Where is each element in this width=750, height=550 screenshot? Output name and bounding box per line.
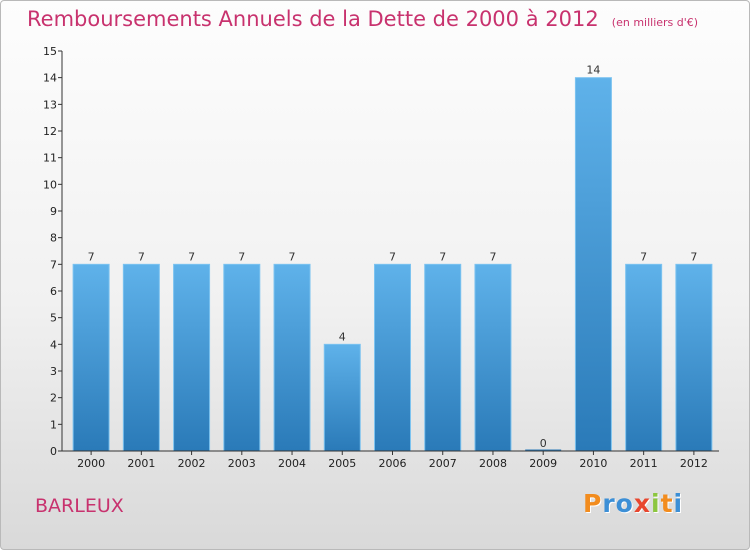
- y-tick-label: 13: [43, 98, 57, 111]
- logo-letter: i: [651, 489, 661, 518]
- y-tick-label: 11: [43, 152, 57, 165]
- bar-2008: [474, 263, 512, 452]
- data-label-2007: 7: [439, 250, 446, 263]
- data-label-2010: 14: [586, 64, 600, 77]
- proxiti-logo: Proxiti: [583, 489, 683, 518]
- data-label-2003: 7: [238, 250, 245, 263]
- logo-letter: i: [673, 489, 684, 518]
- data-label-2001: 7: [138, 250, 145, 263]
- bar-2010: [574, 77, 612, 452]
- logo-letter: t: [660, 489, 674, 518]
- data-label-2000: 7: [88, 250, 95, 263]
- bar-2004: [273, 263, 311, 452]
- bar-2006: [374, 263, 411, 452]
- logo-letter: o: [615, 489, 634, 518]
- y-tick-label: 7: [50, 258, 57, 271]
- x-tick-label-2002: 2002: [178, 457, 206, 470]
- y-tick-label: 9: [50, 205, 57, 218]
- data-label-2011: 7: [640, 250, 647, 263]
- y-tick-label: 1: [50, 418, 57, 431]
- x-tick-label-2008: 2008: [479, 457, 507, 470]
- chart-unit: (en milliers d'€): [611, 16, 699, 29]
- y-tick-label: 3: [50, 365, 57, 378]
- logo-letter: r: [602, 489, 616, 518]
- y-tick-label: 0: [50, 445, 57, 458]
- x-tick-label-2000: 2000: [77, 457, 105, 470]
- chart-title-block: Remboursements Annuels de la Dette de 20…: [27, 7, 698, 31]
- bar-2012: [675, 263, 713, 452]
- data-label-2009: 0: [540, 437, 547, 450]
- y-tick-label: 12: [43, 125, 57, 138]
- x-tick-label-2005: 2005: [328, 457, 356, 470]
- y-tick-label: 8: [50, 232, 57, 245]
- data-label-2004: 7: [289, 250, 296, 263]
- data-label-2006: 7: [389, 250, 396, 263]
- x-tick-label-2010: 2010: [579, 457, 607, 470]
- x-tick-label-2003: 2003: [228, 457, 256, 470]
- bar-2000: [72, 263, 110, 452]
- bar-2011: [625, 263, 663, 452]
- logo-letter: P: [583, 489, 603, 518]
- y-tick-label: 10: [43, 178, 57, 191]
- y-tick-label: 5: [50, 312, 57, 325]
- logo-letter: x: [633, 489, 651, 518]
- y-tick-label: 15: [43, 45, 57, 58]
- bars: 7 7 7 7 7 4 7 7 7 0 14 7 7: [72, 64, 713, 452]
- commune-name: BARLEUX: [35, 495, 124, 517]
- bar-2007: [424, 263, 462, 452]
- x-tick-label-2001: 2001: [127, 457, 155, 470]
- x-tick-label-2004: 2004: [278, 457, 306, 470]
- y-tick-label: 4: [50, 338, 57, 351]
- data-label-2005: 4: [339, 330, 346, 343]
- x-tick-label-2006: 2006: [379, 457, 407, 470]
- bar-2001: [122, 263, 160, 452]
- y-tick-label: 14: [43, 72, 57, 85]
- x-tick-label-2007: 2007: [429, 457, 457, 470]
- data-label-2012: 7: [690, 250, 697, 263]
- bar-2005: [323, 343, 361, 452]
- y-tick-label: 2: [50, 392, 57, 405]
- x-tick-label-2011: 2011: [630, 457, 658, 470]
- y-tick-label: 6: [50, 285, 57, 298]
- data-label-2008: 7: [489, 250, 496, 263]
- x-tick-label-2012: 2012: [680, 457, 708, 470]
- x-tick-label-2009: 2009: [529, 457, 557, 470]
- bar-2003: [223, 263, 261, 452]
- x-axis: 2000 2001 2002 2003 2004 2005 2006 2007 2008 2009…: [62, 450, 719, 470]
- bar-2002: [173, 263, 211, 452]
- data-label-2002: 7: [188, 250, 195, 263]
- chart-title: Remboursements Annuels de la Dette de 20…: [27, 7, 599, 31]
